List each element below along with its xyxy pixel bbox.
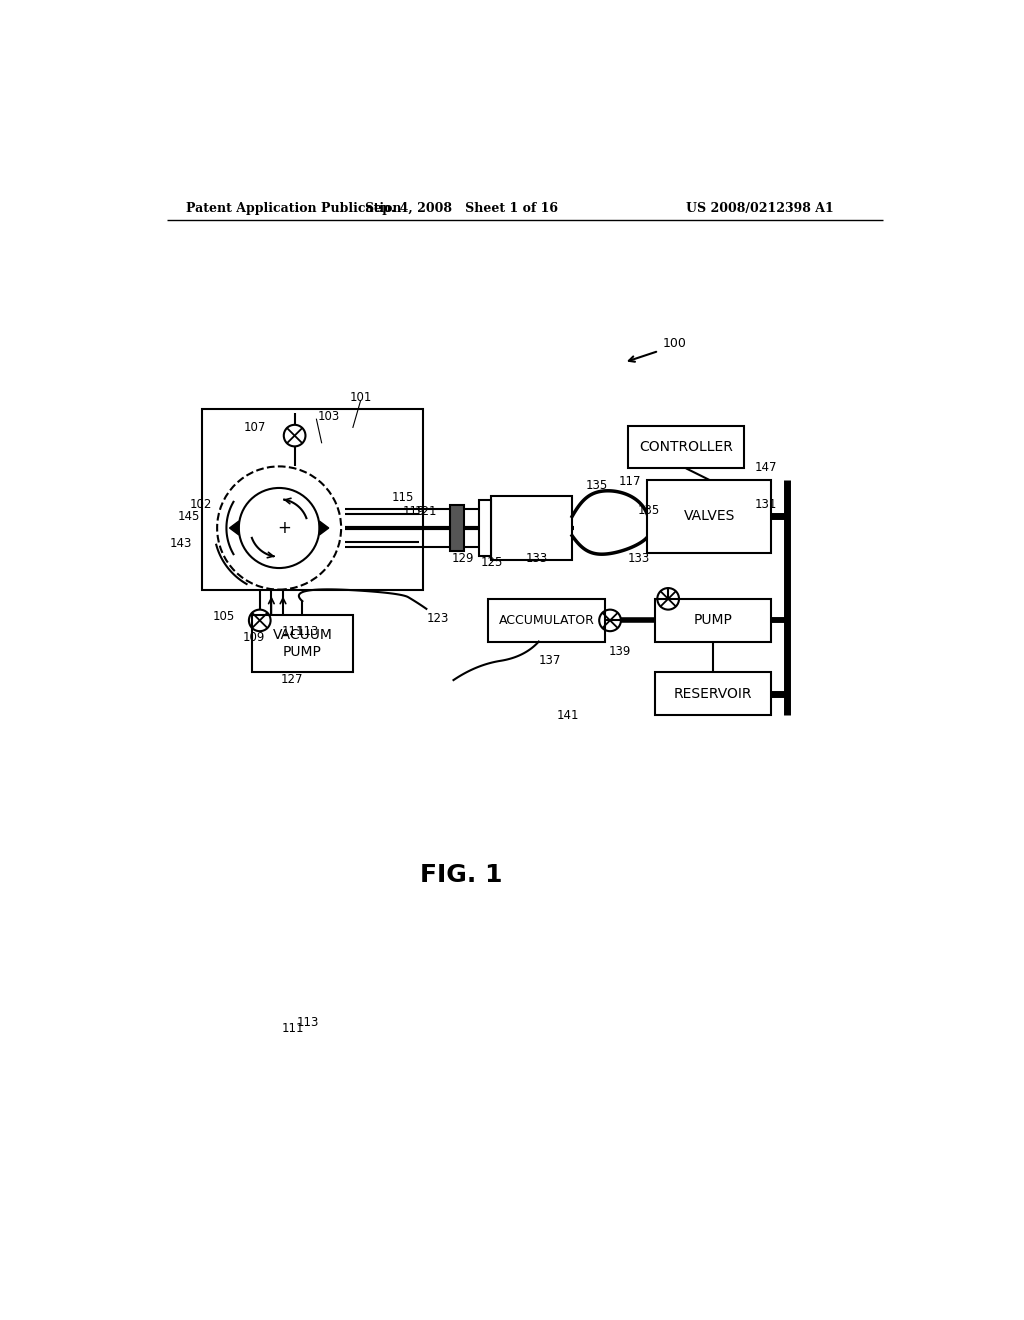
Text: VALVES: VALVES <box>684 510 735 524</box>
Text: 131: 131 <box>755 499 776 511</box>
Text: 102: 102 <box>190 499 212 511</box>
Bar <box>655 672 771 714</box>
Text: 141: 141 <box>557 709 580 722</box>
Text: 113: 113 <box>297 626 319 639</box>
Text: Sep. 4, 2008   Sheet 1 of 16: Sep. 4, 2008 Sheet 1 of 16 <box>365 202 558 215</box>
Text: 111: 111 <box>282 626 304 639</box>
Text: 135: 135 <box>638 504 660 517</box>
Text: VACUUM
PUMP: VACUUM PUMP <box>272 628 333 659</box>
Bar <box>647 480 771 553</box>
Polygon shape <box>229 521 239 535</box>
Text: FIG. 1: FIG. 1 <box>420 862 503 887</box>
Text: US 2008/0212398 A1: US 2008/0212398 A1 <box>686 202 834 215</box>
Text: 103: 103 <box>317 409 340 422</box>
Text: 139: 139 <box>608 644 631 657</box>
Text: 117: 117 <box>618 475 641 488</box>
Text: 100: 100 <box>663 337 687 350</box>
Text: 127: 127 <box>281 673 303 686</box>
Text: 111: 111 <box>282 1022 304 1035</box>
Text: 113: 113 <box>297 1016 319 1030</box>
Text: 105: 105 <box>213 610 234 623</box>
Polygon shape <box>319 521 329 535</box>
Text: 143: 143 <box>170 537 193 550</box>
Text: 129: 129 <box>452 552 474 565</box>
Text: 121: 121 <box>415 504 437 517</box>
Bar <box>488 599 604 642</box>
Text: CONTROLLER: CONTROLLER <box>639 440 733 454</box>
Text: 137: 137 <box>539 653 561 667</box>
Text: 125: 125 <box>480 556 503 569</box>
Text: +: + <box>276 519 291 537</box>
Bar <box>202 409 423 590</box>
Text: 123: 123 <box>426 611 449 624</box>
Text: ACCUMULATOR: ACCUMULATOR <box>499 614 595 627</box>
Bar <box>479 500 490 556</box>
Text: Patent Application Publication: Patent Application Publication <box>186 202 401 215</box>
Text: 115: 115 <box>391 491 414 504</box>
Text: 119: 119 <box>403 504 426 517</box>
Text: 109: 109 <box>243 631 265 644</box>
Bar <box>450 506 464 552</box>
Text: 133: 133 <box>628 552 650 565</box>
Text: 135: 135 <box>586 479 607 492</box>
Text: 133: 133 <box>525 552 548 565</box>
Text: 145: 145 <box>178 510 200 523</box>
Text: RESERVOIR: RESERVOIR <box>674 686 753 701</box>
Bar <box>655 599 771 642</box>
Text: 147: 147 <box>755 462 776 474</box>
Text: 101: 101 <box>349 391 372 404</box>
Bar <box>252 615 352 672</box>
Text: 107: 107 <box>244 421 266 434</box>
Text: PUMP: PUMP <box>693 614 732 627</box>
Bar <box>628 426 744 469</box>
Bar <box>490 496 572 560</box>
